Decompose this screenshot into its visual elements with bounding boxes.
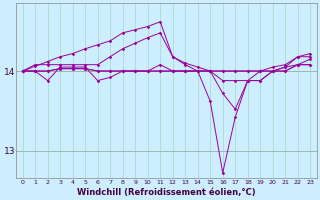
X-axis label: Windchill (Refroidissement éolien,°C): Windchill (Refroidissement éolien,°C) [77, 188, 256, 197]
